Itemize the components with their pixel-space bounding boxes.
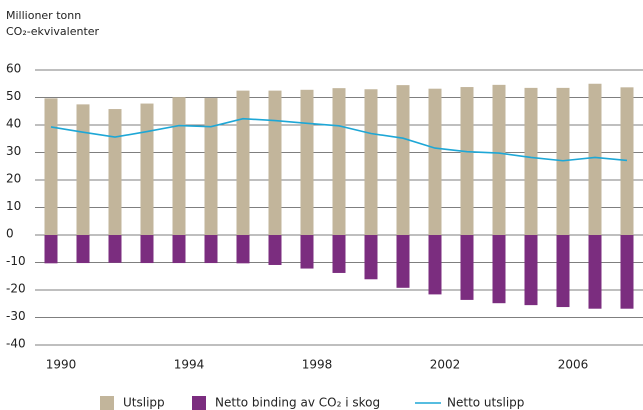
bar xyxy=(140,235,154,264)
bar xyxy=(396,85,410,235)
bar xyxy=(204,98,218,235)
bar xyxy=(300,235,314,269)
bar xyxy=(172,235,186,264)
bar xyxy=(620,235,634,309)
bar xyxy=(428,88,442,235)
bar xyxy=(524,235,538,306)
bar xyxy=(332,235,346,273)
y-tick-label: 10 xyxy=(6,199,21,213)
bar xyxy=(44,98,58,235)
x-tick-label: 1990 xyxy=(46,358,77,372)
legend-swatch xyxy=(192,396,206,410)
bar xyxy=(76,104,90,235)
y-tick-label: 30 xyxy=(6,144,21,158)
bar xyxy=(460,87,474,235)
x-tick-label: 1994 xyxy=(174,358,205,372)
bar xyxy=(460,235,474,300)
bar xyxy=(236,235,250,264)
bar xyxy=(268,235,282,265)
x-tick-label: 1998 xyxy=(302,358,333,372)
bar xyxy=(300,89,314,235)
bar xyxy=(492,84,506,235)
bar xyxy=(268,90,282,235)
bar xyxy=(524,87,538,235)
legend-label: Netto utslipp xyxy=(447,396,524,410)
legend-label: Netto binding av CO₂ i skog xyxy=(215,396,380,410)
bar xyxy=(204,235,218,264)
legend-label: Utslipp xyxy=(123,396,165,410)
y-tick-label: -40 xyxy=(6,337,26,351)
y-tick-label: 60 xyxy=(6,62,21,76)
bar xyxy=(108,235,122,263)
bar xyxy=(172,97,186,235)
bar xyxy=(428,235,442,295)
y-tick-label: -30 xyxy=(6,309,26,323)
bar xyxy=(332,88,346,236)
bar xyxy=(236,90,250,235)
y-tick-label: 40 xyxy=(6,117,21,131)
bar xyxy=(76,235,90,264)
bar xyxy=(492,235,506,304)
bar xyxy=(588,83,602,235)
y-tick-label: 50 xyxy=(6,89,21,103)
chart-title: Millioner tonn xyxy=(6,9,81,22)
y-tick-label: -20 xyxy=(6,282,26,296)
y-tick-label: -10 xyxy=(6,254,26,268)
bar xyxy=(140,103,154,235)
bar xyxy=(44,235,58,264)
x-tick-label: 2002 xyxy=(430,358,461,372)
y-tick-label: 0 xyxy=(6,227,14,241)
bar xyxy=(364,89,378,235)
line xyxy=(50,117,628,162)
legend-swatch xyxy=(100,396,114,410)
bar xyxy=(396,235,410,288)
bar xyxy=(556,235,570,308)
bar xyxy=(588,235,602,309)
bar xyxy=(108,109,122,235)
bar xyxy=(620,87,634,235)
bar xyxy=(364,235,378,280)
chart-subtitle: CO₂-ekvivalenter xyxy=(6,25,100,38)
x-tick-label: 2006 xyxy=(558,358,589,372)
y-tick-label: 20 xyxy=(6,172,21,186)
